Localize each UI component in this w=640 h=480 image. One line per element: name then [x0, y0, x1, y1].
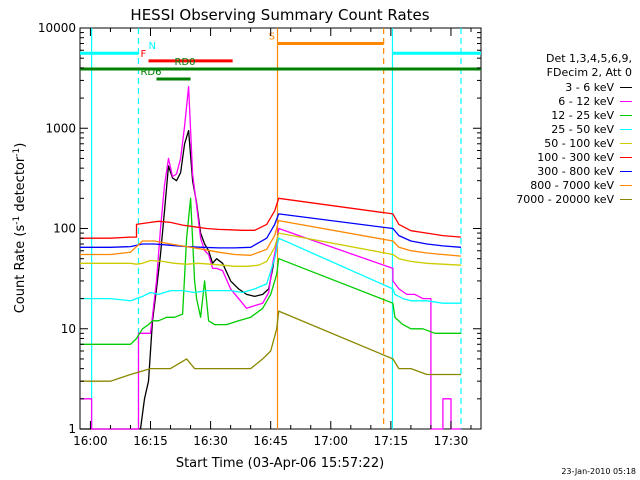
series-line: [80, 219, 462, 257]
legend-header-line: Det 1,3,4,5,6,9,: [545, 52, 632, 65]
legend-label: 25 - 50 keV: [551, 122, 614, 136]
flag-label: RD0: [175, 57, 196, 68]
legend-item: 25 - 50 keV: [551, 122, 632, 136]
legend-label: 7000 - 20000 keV: [516, 192, 614, 206]
x-axis-ticks: 16:00 16:15 16:30 16:45 17:00 17:15 17:30: [73, 28, 472, 448]
series-lines: [80, 85, 462, 430]
legend-swatch: [620, 170, 632, 172]
y-tick-label: 100: [53, 222, 76, 236]
legend-item: 50 - 100 keV: [544, 136, 632, 150]
x-tick-label: 17:30: [434, 434, 469, 448]
legend-label: 12 - 25 keV: [551, 108, 614, 122]
legend-swatch: [620, 156, 632, 158]
y-tick-label: 1000: [45, 121, 76, 135]
legend-swatch: [620, 142, 632, 144]
series-line: [80, 197, 461, 345]
series-line: [80, 213, 462, 249]
chart-title: HESSI Observing Summary Count Rates: [130, 6, 429, 24]
legend-header-line: FDecim 2, Att 0: [546, 66, 632, 79]
flag-label: F: [140, 49, 146, 60]
legend-item: 3 - 6 keV: [565, 80, 632, 94]
flag-label: RD6: [140, 67, 161, 78]
legend-swatch: [620, 100, 632, 102]
x-tick-label: 16:30: [193, 434, 228, 448]
series-line: [80, 232, 462, 267]
legend-label: 50 - 100 keV: [544, 136, 614, 150]
legend-label: 100 - 300 keV: [537, 150, 614, 164]
legend-label: 300 - 800 keV: [537, 164, 614, 178]
legend-swatch: [620, 184, 632, 186]
generated-date: 23-Jan-2010 05:18: [561, 467, 636, 476]
legend-label: 800 - 7000 keV: [530, 178, 614, 192]
series-line: [80, 237, 461, 304]
legend-item: 300 - 800 keV: [537, 164, 632, 178]
y-tick-label: 10: [61, 322, 76, 336]
x-axis-label: Start Time (03-Apr-06 15:57:22): [176, 456, 384, 471]
y-axis-ticks: 1 10 100 1000 10000: [38, 21, 481, 436]
x-tick-label: 16:00: [73, 434, 108, 448]
legend-item: 800 - 7000 keV: [530, 178, 632, 192]
x-tick-label: 17:00: [313, 434, 348, 448]
legend-swatch: [620, 114, 632, 116]
x-tick-label: 16:15: [133, 434, 168, 448]
series-line: [80, 310, 461, 382]
legend-item: 100 - 300 keV: [537, 150, 632, 164]
y-tick-label: 1: [68, 422, 76, 436]
legend-label: 3 - 6 keV: [565, 80, 614, 94]
x-tick-label: 17:15: [374, 434, 409, 448]
x-tick-label: 16:45: [253, 434, 288, 448]
flag-label: S: [269, 32, 275, 43]
legend-label: 6 - 12 keV: [558, 94, 614, 108]
series-line: [80, 197, 462, 239]
y-tick-label: 10000: [38, 21, 76, 35]
series-line: [80, 129, 280, 430]
flag-bars: NF S RD0 RD6: [80, 32, 481, 81]
legend-item: 6 - 12 keV: [558, 94, 632, 108]
legend-swatch: [620, 198, 632, 200]
legend-item: 7000 - 20000 keV: [516, 192, 632, 206]
flag-label: N: [149, 41, 156, 52]
series-line: [80, 85, 461, 430]
legend-item: 12 - 25 keV: [551, 108, 632, 122]
legend-swatch: [620, 86, 632, 88]
y-axis-label: Count Rate (s-1 detector-1): [12, 143, 28, 314]
legend-swatch: [620, 128, 632, 130]
